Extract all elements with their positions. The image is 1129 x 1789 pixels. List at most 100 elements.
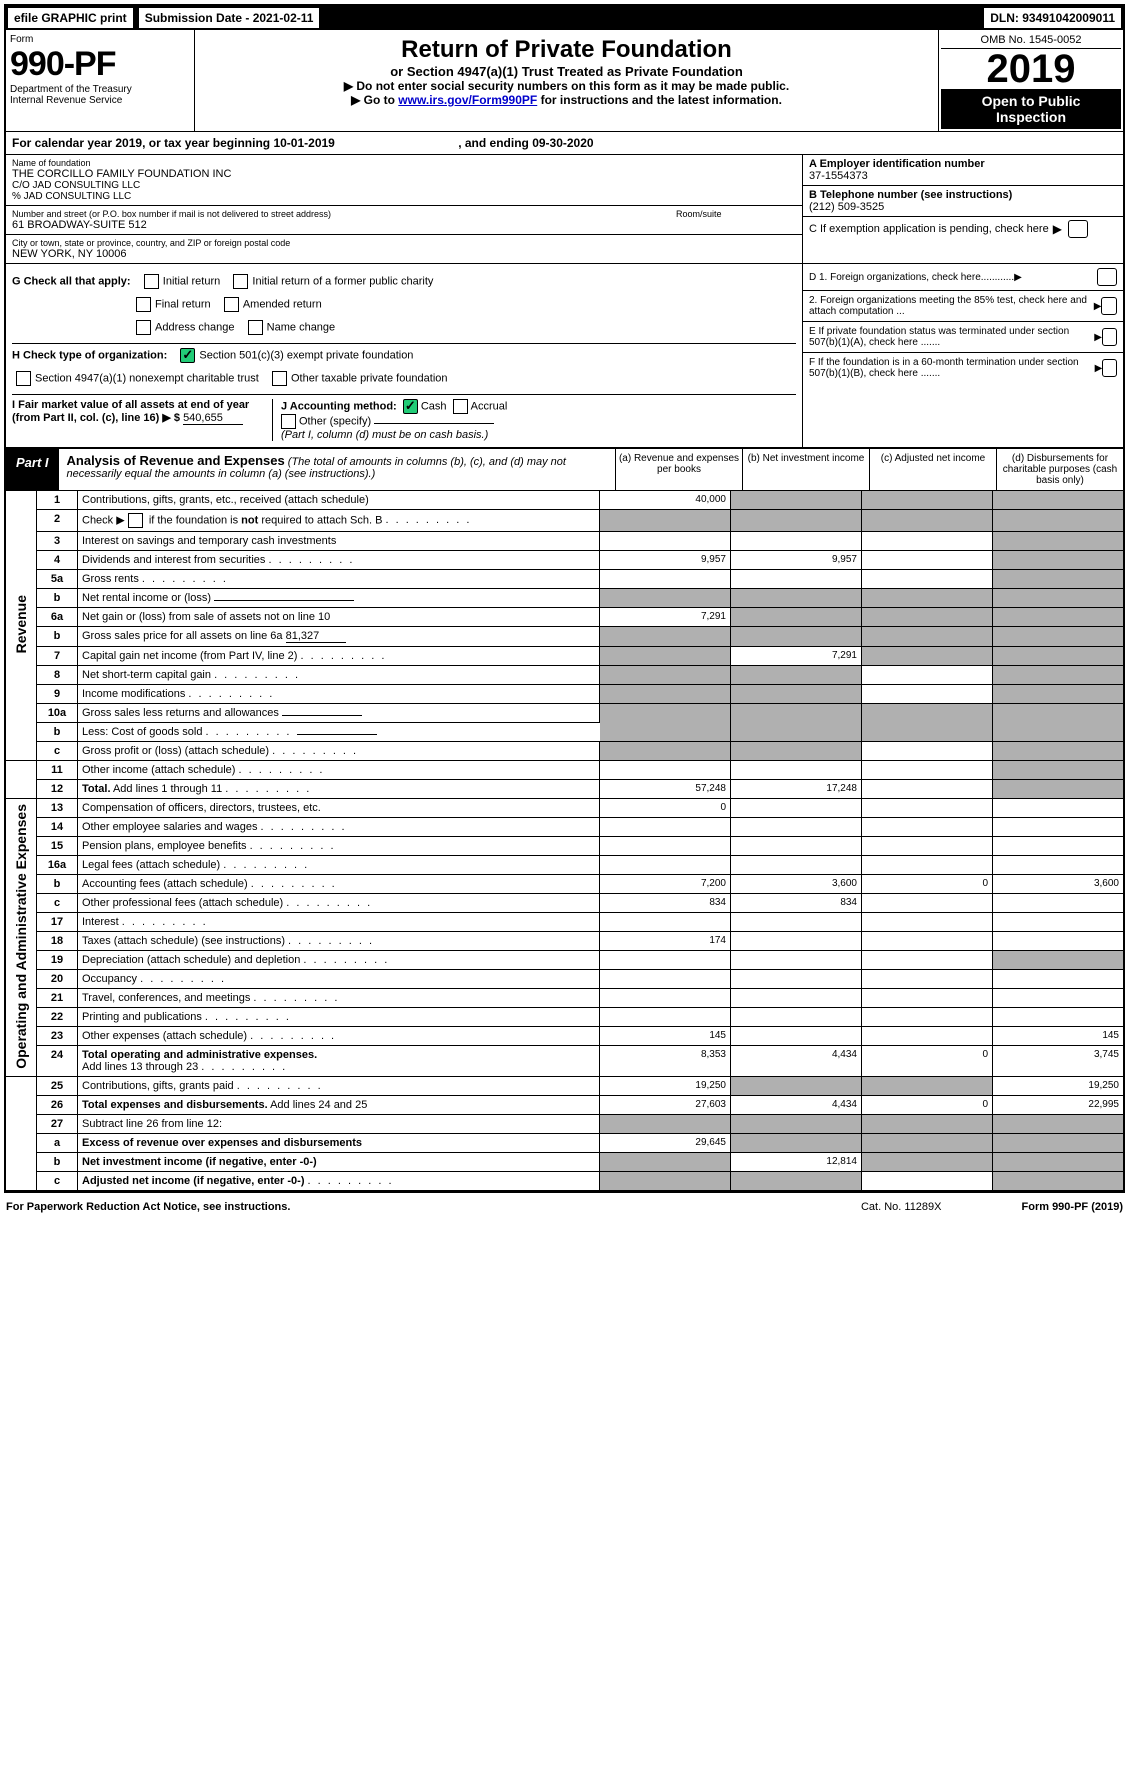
line-19: Depreciation (attach schedule) and deple… xyxy=(78,951,600,970)
form-label: Form xyxy=(10,34,190,45)
cash-checkbox[interactable] xyxy=(403,399,418,414)
form-subtitle: or Section 4947(a)(1) Trust Treated as P… xyxy=(201,64,932,79)
501c3-checkbox[interactable] xyxy=(180,348,195,363)
line-16a: Legal fees (attach schedule) xyxy=(78,856,600,875)
j-note: (Part I, column (d) must be on cash basi… xyxy=(281,429,488,441)
check-section: G Check all that apply: Initial return I… xyxy=(6,264,1123,448)
line-16c: Other professional fees (attach schedule… xyxy=(78,894,600,913)
irs-link[interactable]: www.irs.gov/Form990PF xyxy=(398,93,537,107)
addr-label: Number and street (or P.O. box number if… xyxy=(12,209,664,219)
line-6b: Gross sales price for all assets on line… xyxy=(78,627,600,647)
efile-label: efile GRAPHIC print xyxy=(8,8,135,28)
phone: (212) 509-3525 xyxy=(809,201,884,213)
line-13: Compensation of officers, directors, tru… xyxy=(78,799,600,818)
city-label: City or town, state or province, country… xyxy=(12,238,796,248)
line-14: Other employee salaries and wages xyxy=(78,818,600,837)
name-change-checkbox[interactable] xyxy=(248,320,263,335)
d2-label: 2. Foreign organizations meeting the 85%… xyxy=(809,295,1094,317)
exemption-checkbox[interactable] xyxy=(1068,220,1088,238)
year-end: 09-30-2020 xyxy=(532,136,593,150)
initial-return-checkbox[interactable] xyxy=(144,274,159,289)
e-checkbox[interactable] xyxy=(1102,328,1117,346)
city: NEW YORK, NY 10006 xyxy=(12,248,796,260)
line-4: Dividends and interest from securities xyxy=(78,551,600,570)
line-25: Contributions, gifts, grants paid xyxy=(78,1077,600,1096)
pra-notice: For Paperwork Reduction Act Notice, see … xyxy=(6,1201,290,1213)
j-label: J Accounting method: xyxy=(281,400,397,412)
form-header: Form 990-PF Department of the Treasury I… xyxy=(6,30,1123,132)
line-6a: Net gain or (loss) from sale of assets n… xyxy=(78,608,600,627)
exemption-label: C If exemption application is pending, c… xyxy=(809,223,1049,235)
dept: Department of the Treasury xyxy=(10,84,190,95)
other-taxable-checkbox[interactable] xyxy=(272,371,287,386)
4947a1-checkbox[interactable] xyxy=(16,371,31,386)
line-10c: Gross profit or (loss) (attach schedule) xyxy=(78,742,600,761)
line-11: Other income (attach schedule) xyxy=(78,761,600,780)
foundation-name-2: C/O JAD CONSULTING LLC xyxy=(12,180,796,191)
submission-date: Submission Date - 2021-02-11 xyxy=(139,8,320,28)
line-18: Taxes (attach schedule) (see instruction… xyxy=(78,932,600,951)
d1-checkbox[interactable] xyxy=(1097,268,1117,286)
irs: Internal Revenue Service xyxy=(10,95,190,106)
line-21: Travel, conferences, and meetings xyxy=(78,989,600,1008)
line-16b: Accounting fees (attach schedule) xyxy=(78,875,600,894)
part1-header: Part I Analysis of Revenue and Expenses … xyxy=(6,448,1123,491)
final-return-checkbox[interactable] xyxy=(136,297,151,312)
form-title: Return of Private Foundation xyxy=(201,36,932,64)
col-c-header: (c) Adjusted net income xyxy=(869,449,996,490)
line-12: Total. Add lines 1 through 11 xyxy=(78,780,600,799)
d2-checkbox[interactable] xyxy=(1101,297,1117,315)
other-method-checkbox[interactable] xyxy=(281,414,296,429)
address-change-checkbox[interactable] xyxy=(136,320,151,335)
line-17: Interest xyxy=(78,913,600,932)
year-begin: 10-01-2019 xyxy=(273,136,334,150)
line-27c: Adjusted net income (if negative, enter … xyxy=(78,1172,600,1191)
catalog-number: Cat. No. 11289X xyxy=(861,1201,942,1213)
line-23: Other expenses (attach schedule) xyxy=(78,1027,600,1046)
note-ssn: ▶ Do not enter social security numbers o… xyxy=(201,79,932,93)
part1-label: Part I xyxy=(6,449,59,490)
part1-title: Analysis of Revenue and Expenses xyxy=(67,453,285,468)
f-checkbox[interactable] xyxy=(1102,359,1117,377)
identity-block: Name of foundation THE CORCILLO FAMILY F… xyxy=(6,155,1123,264)
line-15: Pension plans, employee benefits xyxy=(78,837,600,856)
note-goto: ▶ Go to www.irs.gov/Form990PF for instru… xyxy=(201,93,932,107)
line-27b: Net investment income (if negative, ente… xyxy=(78,1153,600,1172)
foundation-name-1: THE CORCILLO FAMILY FOUNDATION INC xyxy=(12,168,796,180)
line-9: Income modifications xyxy=(78,685,600,704)
top-bar: efile GRAPHIC print Submission Date - 20… xyxy=(6,6,1123,30)
tax-year: 2019 xyxy=(941,49,1121,89)
accrual-checkbox[interactable] xyxy=(453,399,468,414)
line-3: Interest on savings and temporary cash i… xyxy=(78,532,600,551)
line-27: Subtract line 26 from line 12: xyxy=(78,1115,600,1134)
schb-checkbox[interactable] xyxy=(128,513,143,528)
col-a-header: (a) Revenue and expenses per books xyxy=(615,449,742,490)
page-footer: For Paperwork Reduction Act Notice, see … xyxy=(0,1197,1129,1217)
line-5a: Gross rents xyxy=(78,570,600,589)
h-label: H Check type of organization: xyxy=(12,349,167,361)
opex-label: Operating and Administrative Expenses xyxy=(13,804,29,1069)
room-label: Room/suite xyxy=(670,206,802,234)
d1-label: D 1. Foreign organizations, check here..… xyxy=(809,272,1014,283)
phone-label: B Telephone number (see instructions) xyxy=(809,189,1012,201)
name-label: Name of foundation xyxy=(12,158,796,168)
e-label: E If private foundation status was termi… xyxy=(809,326,1094,348)
g-label: G Check all that apply: xyxy=(12,275,131,287)
form-number: 990-PF xyxy=(10,45,190,84)
line-20: Occupancy xyxy=(78,970,600,989)
line-22: Printing and publications xyxy=(78,1008,600,1027)
line-8: Net short-term capital gain xyxy=(78,666,600,685)
col-b-header: (b) Net investment income xyxy=(742,449,869,490)
line-10a: Gross sales less returns and allowances xyxy=(78,704,600,723)
foundation-name-3: % JAD CONSULTING LLC xyxy=(12,191,796,202)
open-inspection: Open to Public Inspection xyxy=(941,89,1121,129)
line-10b: Less: Cost of goods sold xyxy=(78,723,600,742)
form-footer: Form 990-PF (2019) xyxy=(1022,1201,1124,1213)
initial-former-checkbox[interactable] xyxy=(233,274,248,289)
f-label: F If the foundation is in a 60-month ter… xyxy=(809,357,1095,379)
col-d-header: (d) Disbursements for charitable purpose… xyxy=(996,449,1123,490)
dln: DLN: 93491042009011 xyxy=(984,8,1121,28)
line-2: Check ▶ if the foundation is not require… xyxy=(78,510,600,532)
amended-return-checkbox[interactable] xyxy=(224,297,239,312)
fmv-value: 540,655 xyxy=(183,412,243,425)
